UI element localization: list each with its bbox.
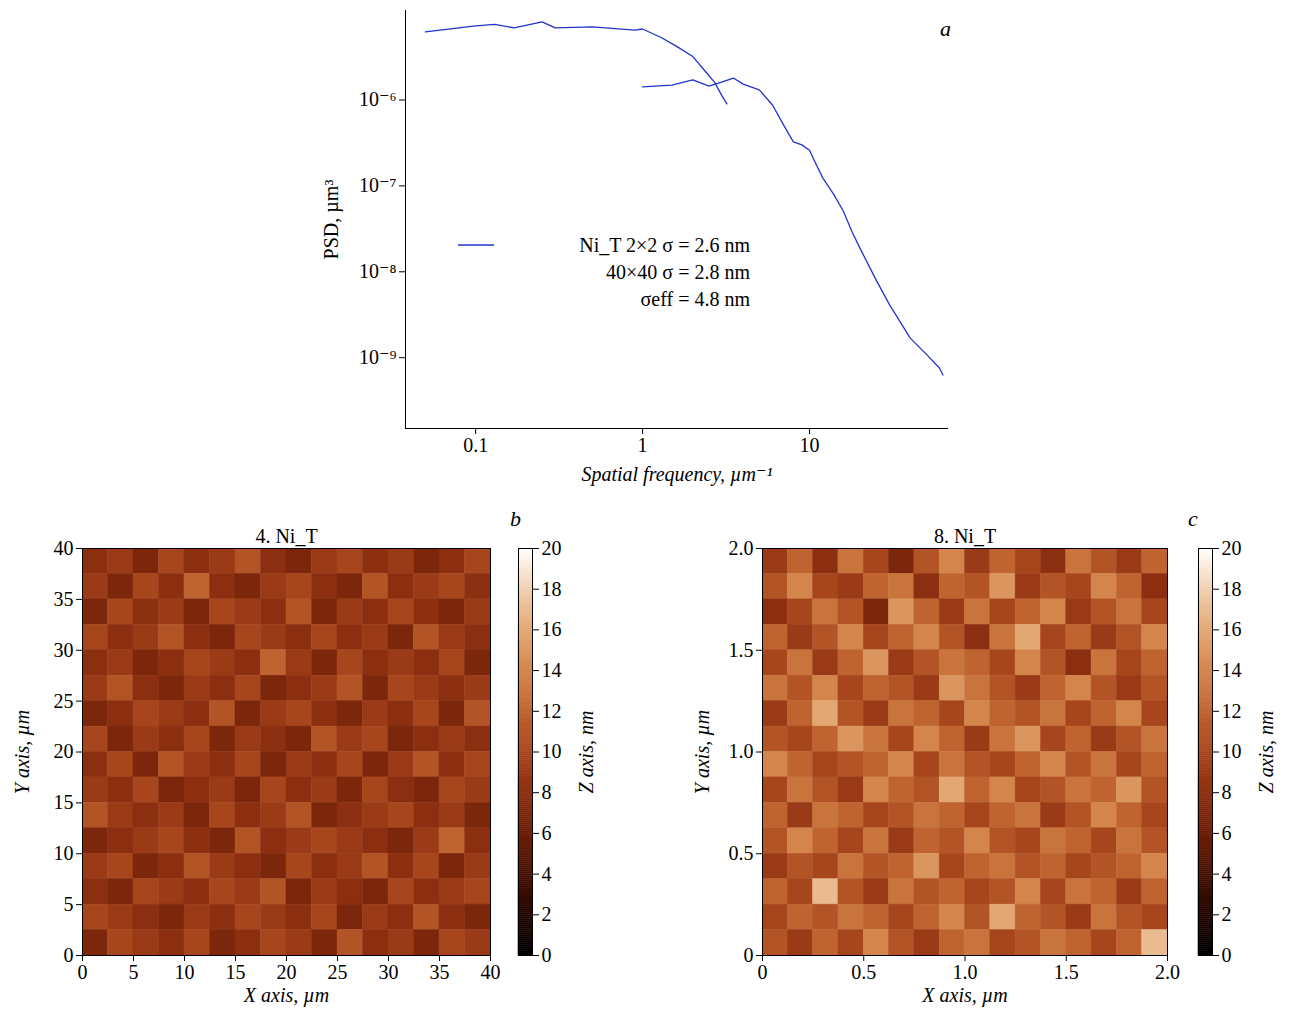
svg-text:10: 10 <box>542 740 562 762</box>
svg-text:0.5: 0.5 <box>851 961 876 983</box>
svg-text:12: 12 <box>542 700 562 722</box>
svg-text:16: 16 <box>1222 618 1242 640</box>
svg-text:10: 10 <box>1222 740 1242 762</box>
svg-text:20: 20 <box>1222 537 1242 559</box>
svg-text:1.0: 1.0 <box>729 740 754 762</box>
svg-text:14: 14 <box>1222 659 1242 681</box>
svg-text:30: 30 <box>379 961 399 983</box>
svg-text:6: 6 <box>542 822 552 844</box>
svg-text:20: 20 <box>277 961 297 983</box>
svg-text:0: 0 <box>744 944 754 966</box>
svg-text:Y axis, µm: Y axis, µm <box>11 710 34 794</box>
svg-text:0: 0 <box>1222 944 1232 966</box>
svg-text:14: 14 <box>542 659 562 681</box>
svg-text:20: 20 <box>54 740 74 762</box>
svg-text:0: 0 <box>542 944 552 966</box>
svg-text:5: 5 <box>64 893 74 915</box>
svg-text:8: 8 <box>1222 781 1232 803</box>
svg-text:40: 40 <box>481 961 501 983</box>
svg-text:Z axis, nm: Z axis, nm <box>575 711 597 794</box>
svg-text:15: 15 <box>226 961 246 983</box>
svg-text:25: 25 <box>328 961 348 983</box>
svg-text:5: 5 <box>129 961 139 983</box>
svg-text:20: 20 <box>542 537 562 559</box>
svg-text:0.1: 0.1 <box>463 434 488 456</box>
svg-text:Z axis, nm: Z axis, nm <box>1255 711 1277 794</box>
svg-text:12: 12 <box>1222 700 1242 722</box>
svg-text:10: 10 <box>175 961 195 983</box>
svg-text:10⁻⁸: 10⁻⁸ <box>359 260 397 282</box>
svg-text:35: 35 <box>430 961 450 983</box>
svg-text:6: 6 <box>1222 822 1232 844</box>
svg-text:40: 40 <box>54 537 74 559</box>
svg-text:10⁻⁶: 10⁻⁶ <box>359 88 397 110</box>
svg-text:Ni_T 2×2 σ = 2.6 nm: Ni_T 2×2 σ = 2.6 nm <box>579 234 750 256</box>
svg-text:18: 18 <box>542 578 562 600</box>
svg-text:0: 0 <box>758 961 768 983</box>
svg-text:4: 4 <box>1222 863 1232 885</box>
html-text:b: b <box>510 506 521 531</box>
svg-text:2: 2 <box>1222 903 1232 925</box>
svg-text:35: 35 <box>54 588 74 610</box>
svg-text:8: 8 <box>542 781 552 803</box>
svg-text:1.0: 1.0 <box>953 961 978 983</box>
svg-text:10⁻⁹: 10⁻⁹ <box>359 346 397 368</box>
svg-text:8. Ni_T: 8. Ni_T <box>934 525 996 547</box>
svg-text:0.5: 0.5 <box>729 842 754 864</box>
svg-text:30: 30 <box>54 639 74 661</box>
svg-text:2.0: 2.0 <box>729 537 754 559</box>
svg-text:25: 25 <box>54 690 74 712</box>
svg-text:0: 0 <box>64 944 74 966</box>
svg-text:2.0: 2.0 <box>1155 961 1180 983</box>
svg-text:10⁻⁷: 10⁻⁷ <box>359 174 397 196</box>
html-text:a: a <box>940 16 951 41</box>
svg-text:10: 10 <box>54 842 74 864</box>
svg-text:PSD, µm³: PSD, µm³ <box>320 180 343 260</box>
svg-text:16: 16 <box>542 618 562 640</box>
html-text:c: c <box>1188 506 1198 531</box>
svg-text:Spatial frequency, µm⁻¹: Spatial frequency, µm⁻¹ <box>581 463 772 486</box>
svg-text:1.5: 1.5 <box>729 639 754 661</box>
svg-text:2: 2 <box>542 903 552 925</box>
svg-text:0: 0 <box>78 961 88 983</box>
svg-text:4: 4 <box>542 863 552 885</box>
svg-text:Y axis, µm: Y axis, µm <box>691 710 714 794</box>
svg-text:15: 15 <box>54 791 74 813</box>
svg-text:10: 10 <box>800 434 820 456</box>
svg-text:18: 18 <box>1222 578 1242 600</box>
svg-text:σeff = 4.8 nm: σeff = 4.8 nm <box>641 288 751 310</box>
svg-text:X axis, µm: X axis, µm <box>921 984 1007 1007</box>
svg-text:4. Ni_T: 4. Ni_T <box>255 525 317 547</box>
svg-text:1.5: 1.5 <box>1054 961 1079 983</box>
svg-text:1: 1 <box>638 434 648 456</box>
svg-text:X axis, µm: X axis, µm <box>243 984 329 1007</box>
svg-text:40×40 σ = 2.8 nm: 40×40 σ = 2.8 nm <box>606 261 750 283</box>
